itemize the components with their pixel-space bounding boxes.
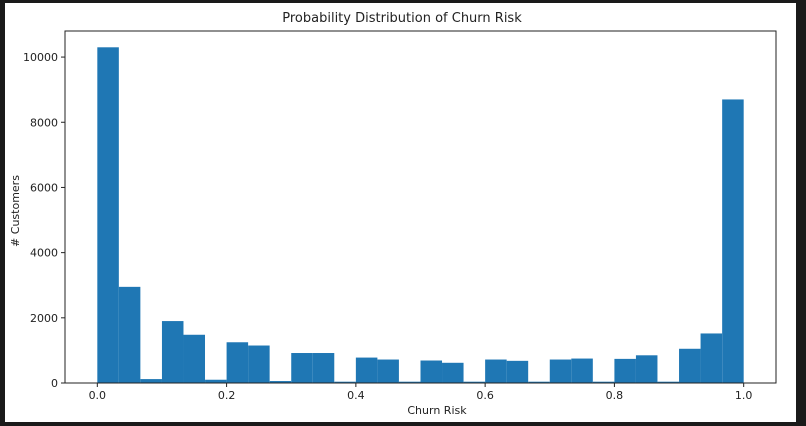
histogram-bar xyxy=(635,355,658,383)
histogram-bar xyxy=(161,321,184,383)
histogram-bar xyxy=(291,353,313,383)
x-tick-label: 0.2 xyxy=(218,389,236,402)
histogram-bar xyxy=(334,381,356,383)
histogram-bar xyxy=(506,360,529,383)
y-tick-label: 6000 xyxy=(30,181,58,194)
histogram-bar xyxy=(269,381,292,383)
y-tick-label: 2000 xyxy=(30,312,58,325)
y-axis: 0 2000 4000 6000 8000 10000 xyxy=(23,51,65,390)
x-axis-label: Churn Risk xyxy=(407,404,467,417)
histogram-bar xyxy=(420,360,443,383)
histogram-bar xyxy=(657,381,680,383)
plot-frame xyxy=(64,30,777,384)
histogram-bar xyxy=(442,362,464,383)
histogram-bars xyxy=(97,47,744,383)
histogram-bar xyxy=(592,381,615,383)
histogram-bar xyxy=(118,286,141,383)
histogram-bar xyxy=(463,381,486,383)
x-tick-label: 1.0 xyxy=(735,389,753,402)
x-tick-label: 0.4 xyxy=(347,389,365,402)
histogram-bar xyxy=(377,359,399,383)
y-tick-label: 10000 xyxy=(23,51,58,64)
x-tick-label: 0.6 xyxy=(476,389,494,402)
histogram-bar xyxy=(528,381,550,383)
histogram-bar xyxy=(183,334,206,383)
histogram-bar xyxy=(679,348,701,383)
histogram-bar xyxy=(140,379,162,383)
histogram-bar xyxy=(248,345,270,383)
histogram-bar xyxy=(485,359,507,383)
histogram-bar xyxy=(312,353,335,383)
histogram-bar xyxy=(97,47,119,383)
x-tick-label: 0.8 xyxy=(606,389,624,402)
x-axis: 0.0 0.2 0.4 0.6 0.8 1.0 xyxy=(89,383,753,402)
x-tick-label: 0.0 xyxy=(89,389,107,402)
histogram-bar xyxy=(355,357,378,383)
histogram-bar xyxy=(205,379,227,383)
histogram-bar xyxy=(398,381,421,383)
y-tick-label: 4000 xyxy=(30,247,58,260)
chart-canvas: Probability Distribution of Churn Risk 0… xyxy=(5,3,796,422)
histogram-bar xyxy=(722,99,744,383)
y-tick-label: 0 xyxy=(51,377,58,390)
histogram-bar xyxy=(700,333,723,383)
chart-title: Probability Distribution of Churn Risk xyxy=(282,11,522,26)
histogram-bar xyxy=(614,358,636,383)
histogram-chart: Probability Distribution of Churn Risk 0… xyxy=(9,11,777,417)
histogram-bar xyxy=(549,359,572,383)
y-axis-label: # Customers xyxy=(9,175,22,247)
histogram-bar xyxy=(571,358,593,383)
y-tick-label: 8000 xyxy=(30,116,58,129)
histogram-bar xyxy=(226,342,249,383)
